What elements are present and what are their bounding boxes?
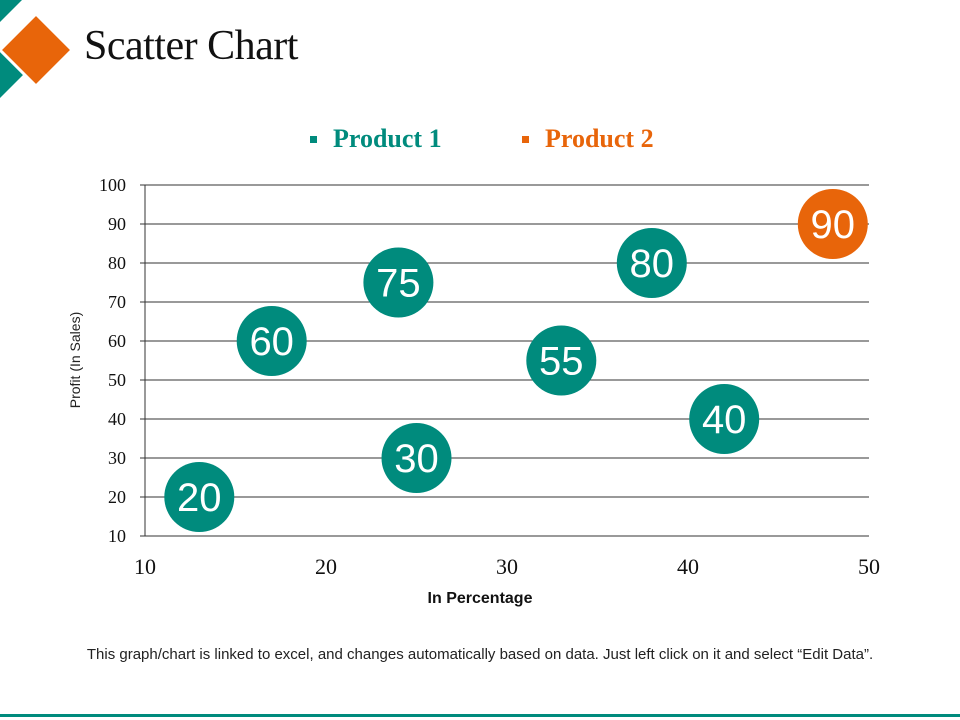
legend-item-product-2[interactable]: Product 2	[522, 124, 654, 154]
data-point-s1-6[interactable]	[689, 384, 760, 454]
bottom-divider	[0, 714, 960, 717]
legend-label-product-1: Product 1	[333, 124, 442, 153]
data-label-s1-5: 80	[630, 242, 675, 286]
data-label-s1-4: 55	[539, 340, 584, 384]
data-label-s1-2: 75	[376, 262, 421, 306]
y-tick-label-70: 70	[108, 292, 126, 312]
data-label-s1-3: 30	[394, 437, 439, 481]
x-tick-label-10: 10	[134, 554, 156, 579]
data-label-s2-0: 90	[811, 203, 856, 247]
data-point-s1-5[interactable]	[616, 228, 687, 298]
x-tick-label-50: 50	[858, 554, 880, 579]
data-point-s1-0[interactable]	[164, 462, 235, 532]
x-tick-label-40: 40	[677, 554, 699, 579]
data-point-s1-1[interactable]	[236, 306, 307, 376]
legend-swatch-product-1	[310, 135, 317, 143]
data-point-s1-4[interactable]	[526, 325, 597, 396]
data-label-s1-1: 60	[249, 320, 294, 364]
y-tick-label-60: 60	[108, 331, 126, 351]
legend-label-product-2: Product 2	[545, 124, 654, 153]
legend-swatch-product-2	[522, 135, 529, 143]
data-point-s1-2[interactable]	[363, 247, 434, 318]
y-tick-label-90: 90	[108, 214, 126, 234]
chart-legend: Product 1 Product 2	[0, 124, 960, 160]
data-label-s1-6: 40	[702, 398, 747, 442]
legend-item-product-1[interactable]: Product 1	[310, 124, 442, 154]
logo-diamond-icon	[0, 0, 75, 98]
x-tick-label-30: 30	[496, 554, 518, 579]
y-tick-label-10: 10	[108, 526, 126, 546]
y-tick-label-50: 50	[108, 370, 126, 390]
x-axis-title: In Percentage	[428, 590, 533, 607]
page-title: Scatter Chart	[84, 23, 298, 69]
data-point-s2-0[interactable]	[797, 189, 868, 259]
y-tick-label-80: 80	[108, 253, 126, 273]
y-tick-label-20: 20	[108, 487, 126, 507]
footnote: This graph/chart is linked to excel, and…	[86, 646, 874, 663]
data-point-s1-3[interactable]	[381, 423, 452, 493]
x-tick-label-20: 20	[315, 554, 337, 579]
data-label-s1-0: 20	[177, 476, 222, 520]
y-tick-label-40: 40	[108, 409, 126, 429]
y-axis-title: Profit (In Sales)	[67, 312, 83, 408]
y-tick-label-100: 100	[99, 175, 126, 195]
y-tick-label-30: 30	[108, 448, 126, 468]
